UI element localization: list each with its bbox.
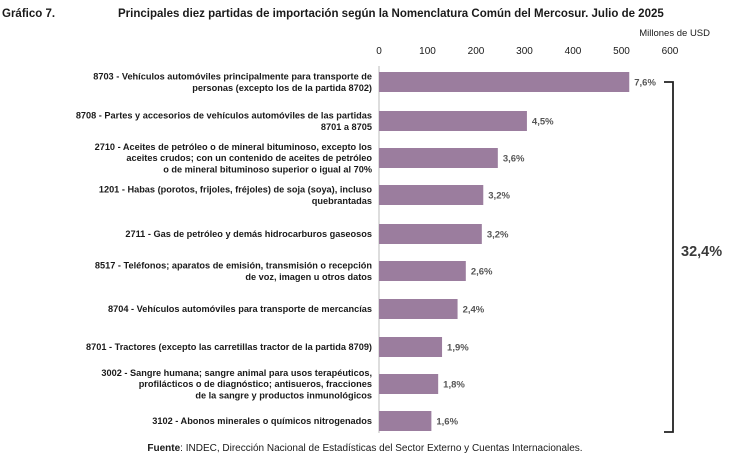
bar <box>379 224 482 244</box>
source-prefix: Fuente <box>147 443 181 454</box>
bar <box>379 148 498 168</box>
total-share-label: 32,4% <box>681 244 723 260</box>
category-label: quebrantadas <box>312 196 372 206</box>
category-label: 8517 - Teléfonos; aparatos de emisión, t… <box>95 261 372 271</box>
x-tick-label: 300 <box>516 46 533 57</box>
x-tick-label: 600 <box>662 46 679 57</box>
x-tick-label: 400 <box>565 46 582 57</box>
category-label: 2711 - Gas de petróleo y demás hidrocarb… <box>125 229 372 239</box>
data-label: 1,9% <box>447 343 469 354</box>
category-label: 8701 a 8705 <box>321 122 372 132</box>
bar <box>379 185 484 205</box>
bar <box>379 374 439 394</box>
category-label: de la sangre y productos inmunológicos <box>195 390 372 400</box>
category-label: 3102 - Abonos minerales o químicos nitro… <box>152 416 372 426</box>
category-label: aceites crudos; con un contenido de acei… <box>126 153 372 163</box>
data-label: 1,6% <box>436 417 458 428</box>
category-label: 2710 - Aceites de petróleo o de mineral … <box>95 142 372 152</box>
x-tick-label: 200 <box>468 46 485 57</box>
source-text: : INDEC, Dirección Nacional de Estadísti… <box>180 443 583 454</box>
data-label: 2,6% <box>471 267 493 278</box>
category-label: 8704 - Vehículos automóviles para transp… <box>108 304 372 314</box>
category-label: profilácticos o de diagnóstico; antisuer… <box>139 379 372 389</box>
bar <box>379 261 466 281</box>
bar <box>379 411 432 431</box>
category-label: 1201 - Habas (porotos, frijoles, fréjole… <box>99 185 373 195</box>
category-label: personas (excepto los de la partida 8702… <box>192 83 372 93</box>
total-bracket <box>664 81 674 433</box>
chart-title: Principales diez partidas de importación… <box>118 8 664 20</box>
unit-label: Millones de USD <box>639 28 710 39</box>
bar <box>379 337 443 357</box>
data-label: 7,6% <box>634 78 656 89</box>
bar <box>379 72 630 92</box>
category-label: 3002 - Sangre humana; sangre animal para… <box>101 368 372 378</box>
figure-label: Gráfico 7. <box>2 8 56 20</box>
source-note: Fuente: INDEC, Dirección Nacional de Est… <box>0 443 730 454</box>
data-label: 3,6% <box>503 154 525 165</box>
category-label: de voz, imagen u otros datos <box>245 272 372 282</box>
x-tick-label: 100 <box>419 46 436 57</box>
data-label: 1,8% <box>443 380 465 391</box>
data-label: 3,2% <box>487 230 509 241</box>
category-label: 8703 - Vehículos automóviles principalme… <box>93 72 372 82</box>
category-label: 8708 - Partes y accesorios de vehículos … <box>76 111 372 121</box>
bar <box>379 299 458 319</box>
data-label: 4,5% <box>532 117 554 128</box>
data-label: 3,2% <box>488 191 510 202</box>
data-label: 2,4% <box>463 305 485 316</box>
category-label: o de mineral bituminoso superior o igual… <box>163 164 372 174</box>
x-tick-label: 500 <box>613 46 630 57</box>
category-label: 8701 - Tractores (excepto las carretilla… <box>86 342 372 352</box>
x-tick-label: 0 <box>376 46 382 57</box>
bar <box>379 111 527 131</box>
